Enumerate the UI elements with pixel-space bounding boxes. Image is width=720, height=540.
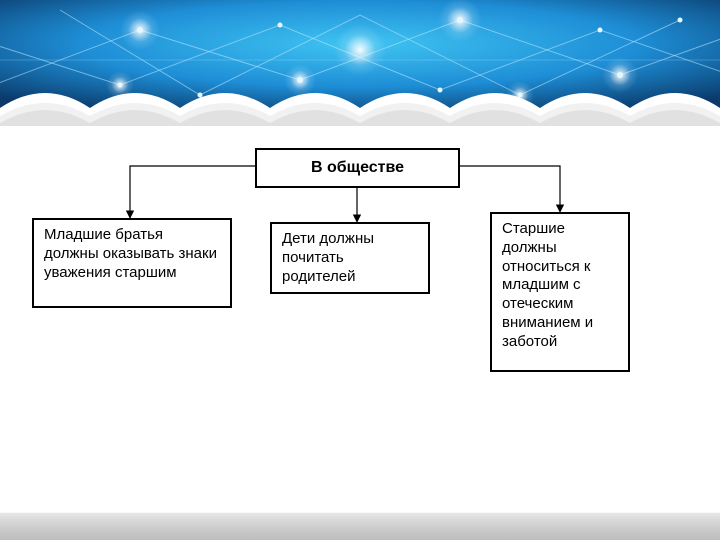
top-banner: [0, 0, 720, 130]
child-node-left: Младшие братья должны оказывать знаки ув…: [32, 218, 232, 308]
root-node: В обществе: [255, 148, 460, 188]
child-node-right: Старшие должны относиться к младшим с от…: [490, 212, 630, 372]
bottom-bar: [0, 512, 720, 540]
banner-svg: [0, 0, 720, 130]
child-node-middle: Дети должны почитать родителей: [270, 222, 430, 294]
